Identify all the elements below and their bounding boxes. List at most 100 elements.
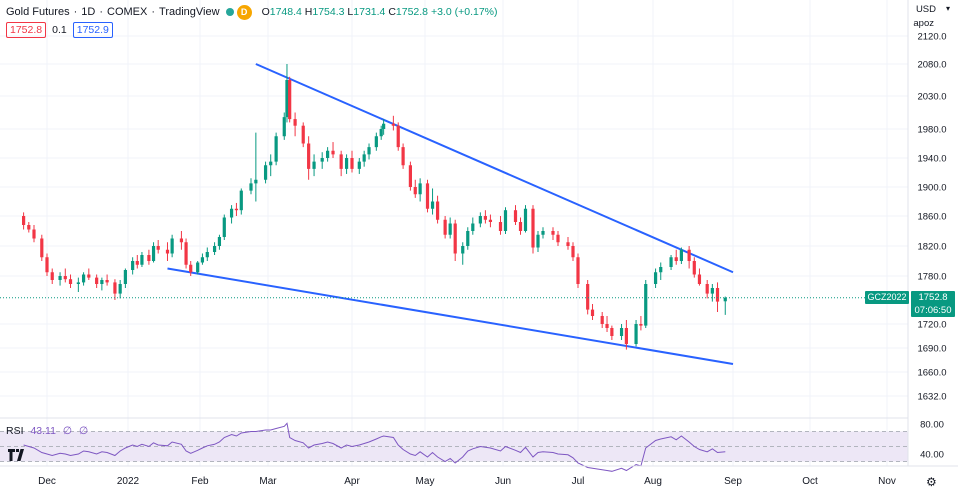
candle-body: [600, 316, 604, 324]
candle-body: [350, 158, 354, 169]
candle: [488, 214, 493, 228]
time-tick-label: Aug: [644, 476, 662, 487]
candle-body: [249, 183, 253, 191]
candle-body: [212, 246, 217, 252]
price-tick-label: 1940.0: [917, 154, 946, 165]
candle-body: [551, 231, 555, 235]
candle: [118, 280, 122, 299]
candle-body: [205, 252, 209, 258]
delayed-data-icon[interactable]: D: [236, 4, 252, 20]
candle: [320, 152, 324, 169]
candle-body: [282, 117, 286, 137]
candle-body: [605, 324, 609, 328]
candle: [518, 217, 523, 235]
candle: [212, 242, 217, 255]
tradingview-logo-icon[interactable]: [8, 449, 26, 463]
chevron-down-icon[interactable]: ▾: [945, 4, 950, 13]
candle: [189, 261, 193, 276]
candle: [674, 249, 678, 265]
candle-body: [184, 242, 188, 265]
candle-body: [710, 288, 714, 294]
candle: [619, 324, 624, 340]
candle-body: [22, 216, 26, 225]
rsi-label: RSI: [6, 425, 24, 437]
candle: [715, 282, 720, 312]
candle: [123, 268, 127, 288]
header-separator-1: ·: [73, 6, 78, 18]
candle-body: [239, 190, 243, 211]
candle-body: [571, 246, 575, 258]
candle: [478, 212, 482, 228]
price-tick-label: 1660.0: [917, 368, 946, 379]
candle-body: [76, 282, 80, 284]
candle-body: [715, 288, 720, 302]
candle-body: [687, 249, 691, 261]
candle: [95, 274, 99, 288]
candle-body: [234, 208, 239, 211]
candle-body: [113, 282, 117, 294]
rsi-extra-1: ∅: [62, 425, 73, 437]
price-tick-label: 1720.0: [917, 320, 946, 331]
candle-body: [285, 80, 289, 118]
candle-body: [466, 231, 470, 246]
trade-panel: 1752.8 0.1 1752.9: [6, 22, 113, 38]
candle-body: [196, 262, 200, 273]
candle-body: [151, 246, 156, 261]
candle-body: [189, 264, 193, 273]
candle: [32, 225, 36, 243]
candle: [687, 246, 691, 269]
candle: [590, 304, 595, 320]
candle-body: [312, 161, 316, 169]
candle: [350, 150, 354, 173]
buy-price-button[interactable]: 1752.9: [72, 22, 113, 38]
candle: [344, 154, 349, 174]
last-price: 1752.8: [918, 292, 948, 303]
unit-label[interactable]: apoz: [913, 18, 934, 29]
candle: [639, 316, 643, 331]
candle: [448, 217, 452, 239]
candle: [498, 216, 503, 235]
candle-body: [301, 125, 305, 144]
rsi-tick-label: 80.00: [920, 420, 944, 431]
candle-body: [513, 210, 518, 222]
candle: [63, 268, 67, 283]
data-source: TradingView: [159, 6, 220, 18]
candle-body: [320, 158, 324, 162]
candle-body: [40, 238, 44, 258]
candle: [503, 207, 508, 234]
chart-header: Gold Futures · 1D · COMEX · TradingView …: [6, 4, 498, 20]
candle: [679, 247, 683, 264]
candle: [466, 227, 470, 250]
candle-body: [396, 125, 400, 148]
header-separator-2: ·: [99, 6, 103, 18]
candle-body: [498, 222, 503, 231]
candle: [312, 154, 316, 177]
candle: [87, 268, 91, 280]
candle: [418, 178, 422, 202]
interval[interactable]: 1D: [81, 6, 96, 18]
price-tick-label: 1860.0: [917, 212, 946, 223]
candle: [391, 115, 395, 131]
candle: [513, 205, 518, 225]
candle: [45, 253, 49, 276]
rsi-legend[interactable]: RSI 43.11 ∅ ∅: [6, 425, 88, 437]
candle: [566, 237, 570, 250]
ohlc-values: O1748.4 H1754.3 L1731.4 C1752.8 +3.0 (+0…: [261, 6, 498, 18]
candle: [326, 147, 330, 162]
currency-label[interactable]: USD: [915, 4, 936, 15]
status-indicators: D: [225, 4, 252, 20]
gear-icon[interactable]: ⚙: [926, 475, 937, 489]
candle: [634, 320, 638, 347]
candle: [156, 240, 160, 254]
spread-value: 0.1: [52, 24, 67, 36]
candle: [710, 284, 714, 302]
price-tick-label: 1632.0: [917, 392, 946, 403]
candle-body: [659, 267, 663, 273]
sell-price-button[interactable]: 1752.8: [6, 22, 47, 38]
symbol-name[interactable]: Gold Futures: [6, 6, 70, 18]
candle: [586, 280, 590, 315]
candle-body: [362, 154, 366, 162]
candle-body: [692, 261, 696, 275]
candle-body: [478, 216, 482, 224]
